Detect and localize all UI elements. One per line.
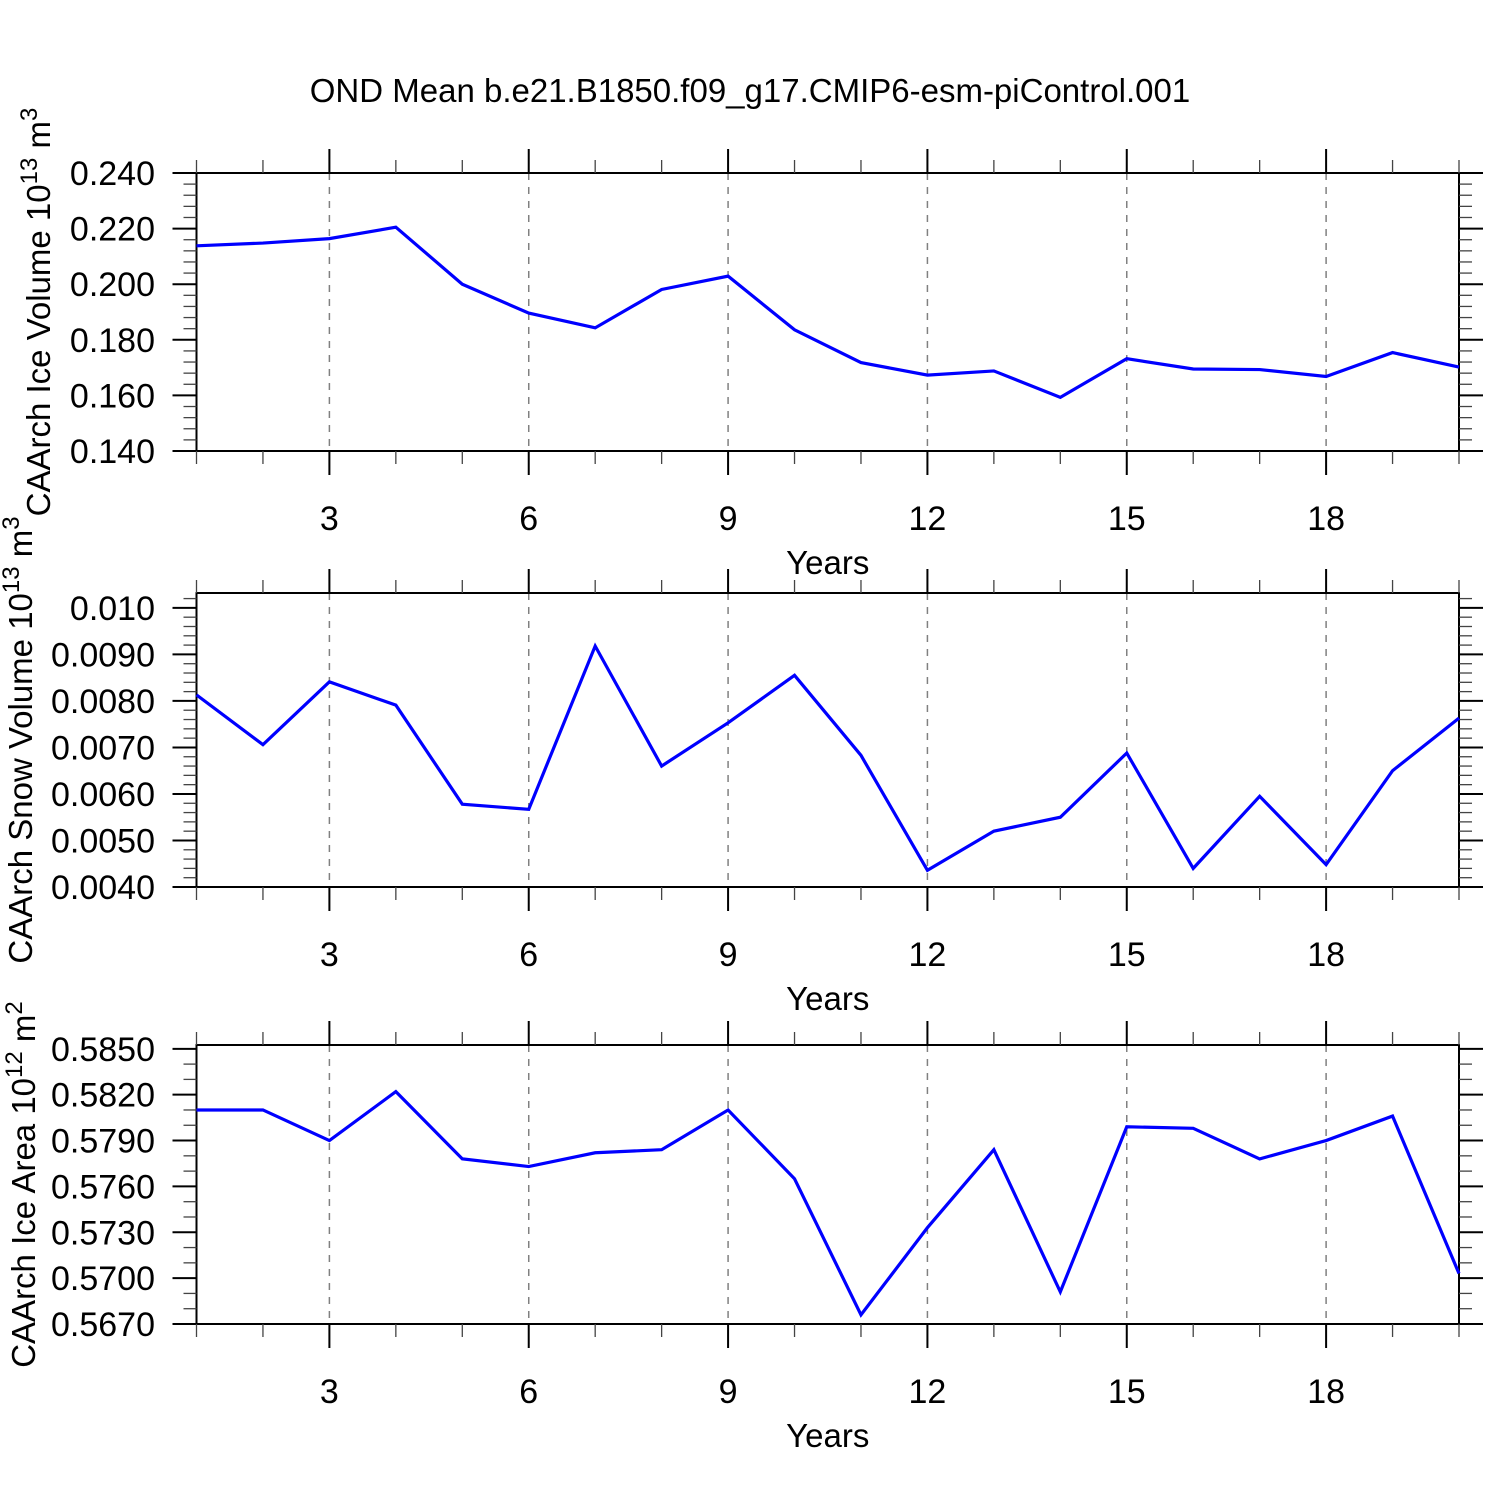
y-tick-label: 0.160: [70, 377, 155, 415]
plot-frame: [195, 172, 1460, 452]
x-axis-label: Years: [786, 980, 869, 1017]
y-tick-label: 0.5670: [51, 1306, 155, 1344]
y-tick-label: 0.5850: [51, 1031, 155, 1069]
y-tick-label: 0.5760: [51, 1168, 155, 1206]
x-tick-label: 6: [519, 500, 538, 538]
data-line-ice-area: [196, 1089, 1461, 1318]
x-tick-label: 9: [719, 936, 738, 974]
data-line-ice-volume: [196, 225, 1460, 400]
x-tick-label: 18: [1307, 936, 1345, 974]
x-axis-label: Years: [786, 544, 869, 581]
x-tick-label: 6: [519, 936, 538, 974]
x-tick-label: 12: [909, 500, 947, 538]
y-tick-label: 0.0080: [51, 683, 155, 721]
y-tick-label: 0.5730: [51, 1214, 155, 1252]
x-tick-label: 9: [719, 1373, 738, 1411]
x-tick-label: 18: [1307, 1373, 1345, 1411]
y-tick-label: 0.010: [70, 590, 155, 628]
panel-snow-volume: 0.0040 0.0050 0.0060 0.0070 0.0080 0.0090 0.01…: [0, 516, 1483, 1017]
plot-frame: [195, 1044, 1460, 1325]
data-line-snow-volume: [195, 642, 1460, 873]
panel-ice-volume: 0.140 0.160 0.180 0.200 0.220 0.240 3 6 9 12 15 18 Y…: [16, 108, 1483, 581]
y-tick-label: 0.0040: [51, 869, 155, 907]
y-tick-label: 0.5790: [51, 1123, 155, 1161]
y-axis-label: CAArch Ice Area 1012 m2: [1, 1001, 42, 1368]
y-tick-label: 0.240: [70, 155, 155, 193]
y-tick-label: 0.200: [70, 266, 155, 304]
y-tick-label: 0.0090: [51, 636, 155, 674]
x-axis-label: Years: [786, 1417, 869, 1454]
y-tick-label: 0.5700: [51, 1260, 155, 1298]
y-tick-label: 0.0060: [51, 776, 155, 814]
x-tick-label: 6: [519, 1373, 538, 1411]
x-tick-label: 15: [1108, 1373, 1146, 1411]
plot-frame: [195, 592, 1460, 888]
x-tick-label: 3: [320, 936, 339, 974]
panel-ice-area: 0.5670 0.5700 0.5730 0.5760 0.5790 0.5820 0.58…: [1, 1001, 1483, 1454]
x-tick-label: 18: [1307, 500, 1345, 538]
y-tick-label: 0.180: [70, 322, 155, 360]
x-tick-label: 9: [719, 500, 738, 538]
chart-title: OND Mean b.e21.B1850.f09_g17.CMIP6-esm-p…: [309, 72, 1191, 109]
x-tick-label: 3: [320, 500, 339, 538]
y-tick-label: 0.220: [70, 211, 155, 249]
x-tick-label: 12: [909, 1373, 947, 1411]
x-tick-label: 15: [1108, 936, 1146, 974]
x-tick-label: 12: [909, 936, 947, 974]
y-tick-label: 0.5820: [51, 1077, 155, 1115]
y-tick-label: 0.0050: [51, 822, 155, 860]
x-tick-label: 3: [320, 1373, 339, 1411]
y-tick-label: 0.0070: [51, 729, 155, 767]
y-axis-label: CAArch Snow Volume 1013 m3: [0, 516, 39, 963]
y-axis-label: CAArch Ice Volume 1013 m3: [16, 108, 57, 517]
x-tick-label: 15: [1108, 500, 1146, 538]
y-tick-label: 0.140: [70, 433, 155, 471]
